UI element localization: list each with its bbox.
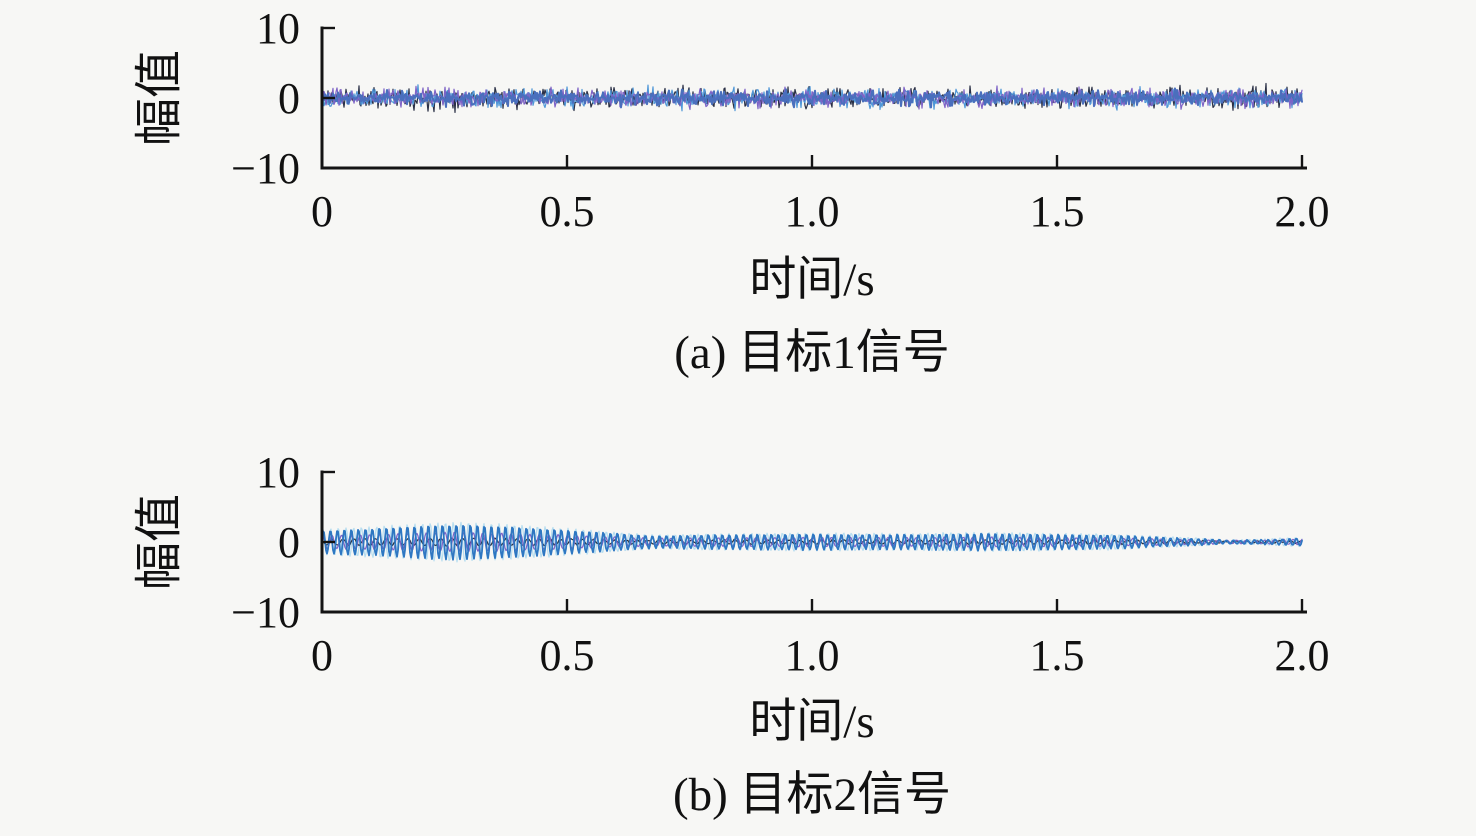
chart-b-y-tick-label: 0	[278, 518, 300, 567]
chart-b-y-axis-label: 幅值	[133, 494, 186, 591]
chart-a-y-tick-label: −10	[231, 144, 300, 193]
chart-b-x-tick-label: 1.5	[1030, 631, 1085, 680]
chart-a-y-axis-label: 幅值	[133, 50, 186, 147]
chart-a-caption: (a) 目标1信号	[674, 327, 950, 379]
chart-a-y-tick-label: 0	[278, 74, 300, 123]
chart-b-y-tick-label: 10	[256, 448, 300, 497]
chart-b-y-tick-label: −10	[231, 588, 300, 637]
chart-a-x-tick-label: 1.5	[1030, 187, 1085, 236]
chart-b-x-tick-label: 2.0	[1275, 631, 1330, 680]
chart-a-y-tick-label: 10	[256, 4, 300, 53]
chart-b-am-blue-trace	[321, 524, 1303, 561]
chart-a-axes	[320, 26, 1307, 170]
chart-b-caption: (b) 目标2信号	[672, 769, 952, 821]
chart-a-x-tick-label: 0.5	[540, 187, 595, 236]
chart-a-x-tick-label: 2.0	[1275, 187, 1330, 236]
chart-a-x-tick-label: 0	[311, 187, 333, 236]
chart-a-x-tick-label: 1.0	[785, 187, 840, 236]
chart-a-noise-blue-trace	[321, 87, 1303, 109]
chart-a-x-axis-label: 时间/s	[749, 254, 875, 306]
chart-b-axes	[320, 470, 1307, 614]
chart-b-x-tick-label: 0.5	[540, 631, 595, 680]
chart-b-x-tick-label: 0	[311, 631, 333, 680]
chart-b-x-axis-label: 时间/s	[749, 696, 875, 748]
chart-b-x-tick-label: 1.0	[785, 631, 840, 680]
